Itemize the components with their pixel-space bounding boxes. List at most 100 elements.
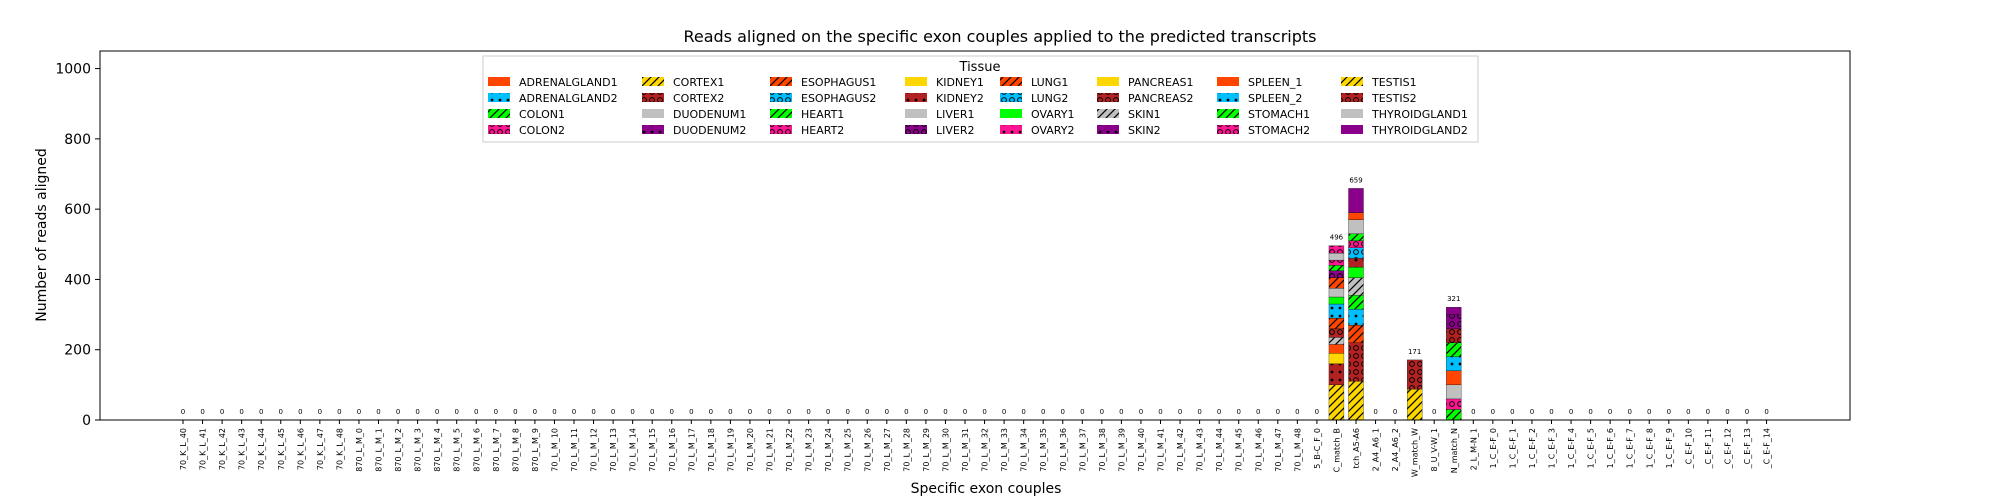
legend-item: COLON1: [488, 108, 565, 121]
legend-item: ESOPHAGUS2: [770, 92, 876, 105]
x-tick-label: 1_C_E-F_3: [1548, 428, 1557, 468]
legend-swatch: [1097, 93, 1119, 102]
bar-segment: [1348, 266, 1364, 278]
bar-segment: [1348, 381, 1364, 421]
x-tick-label: 1_C_E-F_9: [1665, 428, 1674, 468]
legend-item: PANCREAS1: [1097, 76, 1193, 89]
bar-total-label: 0: [982, 408, 986, 416]
x-tick-label: 70_L_M_43: [1196, 428, 1205, 472]
x-tick-label: 70_K_L_45: [277, 428, 286, 470]
bar-total-label: 0: [494, 408, 498, 416]
x-tick-label: 70_L_M_33: [1000, 428, 1009, 472]
legend-label: TESTIS2: [1371, 92, 1417, 105]
legend-label: HEART2: [801, 124, 844, 137]
bar-total-label: 496: [1330, 234, 1344, 242]
x-tick-label: 70_L_M_28: [902, 428, 911, 472]
bar-total-label: 0: [963, 408, 967, 416]
x-tick-label: 70_L_M_12: [590, 428, 599, 472]
bar-total-label: 0: [298, 408, 302, 416]
bar-total-label: 0: [1491, 408, 1495, 416]
bar-total-label: 0: [181, 408, 185, 416]
bar-total-label: 0: [1667, 408, 1671, 416]
bar-total-label: 0: [1686, 408, 1690, 416]
legend-item: HEART1: [770, 108, 844, 121]
bar-segment: [1328, 363, 1345, 386]
legend-item: CORTEX2: [642, 92, 724, 105]
legend-label: COLON1: [519, 108, 565, 121]
legend-item: COLON2: [488, 124, 565, 137]
bar-segment: [1328, 252, 1345, 261]
legend-swatch: [905, 93, 927, 102]
bar-total-label: 0: [1158, 408, 1162, 416]
legend-swatch: [1217, 93, 1239, 102]
x-tick-label: 70_L_M_42: [1176, 428, 1185, 472]
legend-label: DUODENUM2: [673, 124, 746, 137]
bar-total-label: 0: [630, 408, 634, 416]
legend-label: PANCREAS1: [1128, 76, 1193, 89]
legend-label: LUNG1: [1031, 76, 1068, 89]
x-tick-label: 870_L_M_9: [531, 428, 540, 472]
legend-swatch: [1217, 125, 1239, 134]
bar-total-label: 0: [1236, 408, 1240, 416]
x-tick-label: W_match_W: [1411, 428, 1420, 477]
bar-total-label: 0: [1706, 408, 1710, 416]
legend-swatch: [1341, 77, 1363, 86]
x-tick-label: 870_L_M_4: [433, 428, 442, 472]
bar-segment: [1348, 247, 1364, 259]
x-tick-label: 70_K_L_41: [199, 428, 208, 470]
x-tick-label: 870_L_M_7: [492, 428, 501, 472]
x-tick-label: 70_K_L_46: [296, 428, 305, 470]
x-tick-label: 70_L_M_22: [785, 428, 794, 472]
legend-item: TESTIS2: [1341, 92, 1417, 105]
bar-segment: [1348, 324, 1364, 343]
bar-total-label: 0: [552, 408, 556, 416]
bar-segment: [1348, 309, 1364, 326]
bar-total-label: 0: [1061, 408, 1065, 416]
x-tick-label: 70_L_M_37: [1078, 428, 1087, 472]
bar-segment: [1446, 409, 1462, 421]
bar-total-label: 0: [650, 408, 654, 416]
bar-segment: [1407, 388, 1423, 421]
legend: Tissue ADRENALGLAND1 ADRENALGLAND2 COLON1 C…: [482, 55, 1479, 143]
bar-segment: [1446, 398, 1462, 410]
legend-swatch: [488, 125, 510, 134]
bar-stack: [1446, 307, 1462, 421]
bar-total-label: 0: [1393, 408, 1397, 416]
legend-label: LUNG2: [1031, 92, 1068, 105]
bar-segment: [1328, 317, 1345, 329]
bar-total-label: 321: [1447, 295, 1460, 303]
x-tick-label: _C_E-F_12: [1723, 428, 1732, 469]
x-tick-label: 70_L_M_44: [1215, 428, 1224, 472]
bar-segment: [1328, 277, 1345, 289]
bar-total-label: 0: [1588, 408, 1592, 416]
legend-label: COLON2: [519, 124, 565, 137]
bar-stack: [1348, 188, 1364, 421]
x-tick-label: _C_E-F_14: [1763, 428, 1772, 469]
legend-label: DUODENUM1: [673, 108, 746, 121]
legend-swatch: [642, 77, 664, 86]
bar-total-label: 0: [1764, 408, 1768, 416]
bar-total-label: 0: [1119, 408, 1123, 416]
x-tick-label: 70_L_M_41: [1157, 428, 1166, 472]
bar-total-label: 0: [1510, 408, 1514, 416]
bar-total-label: 0: [1432, 408, 1436, 416]
y-tick-label: 0: [82, 413, 91, 429]
x-tick-label: 70_L_M_27: [883, 428, 892, 472]
bar-segment: [1328, 344, 1345, 354]
bar-segment: [1328, 245, 1345, 254]
bar-total-labels: 0 0 0 0 0 0 0 0 0 0 0 0 0 0 0 0 0 0 0 0 0 0 0 0 0 0 0 0 0 0 0 0 0 0 0 0 0 0 0 0…: [181, 176, 1769, 416]
bar-segment: [1348, 277, 1364, 296]
legend-label: SPLEEN_1: [1248, 76, 1302, 89]
bar-total-label: 0: [1530, 408, 1534, 416]
bar-segment: [1348, 188, 1364, 213]
x-tick-label: N_match_N: [1450, 428, 1459, 473]
x-tick-label: 70_L_M_26: [863, 428, 872, 472]
bar-segment: [1446, 356, 1462, 371]
legend-item: PANCREAS2: [1097, 92, 1193, 105]
legend-swatch: [1000, 77, 1022, 86]
x-tick-label: _C_E-F_13: [1743, 428, 1752, 469]
x-tick-label: 870_L_M_6: [472, 428, 481, 472]
bar-segment: [1348, 240, 1364, 248]
legend-label: SKIN1: [1128, 108, 1161, 121]
legend-swatch: [1097, 77, 1119, 86]
